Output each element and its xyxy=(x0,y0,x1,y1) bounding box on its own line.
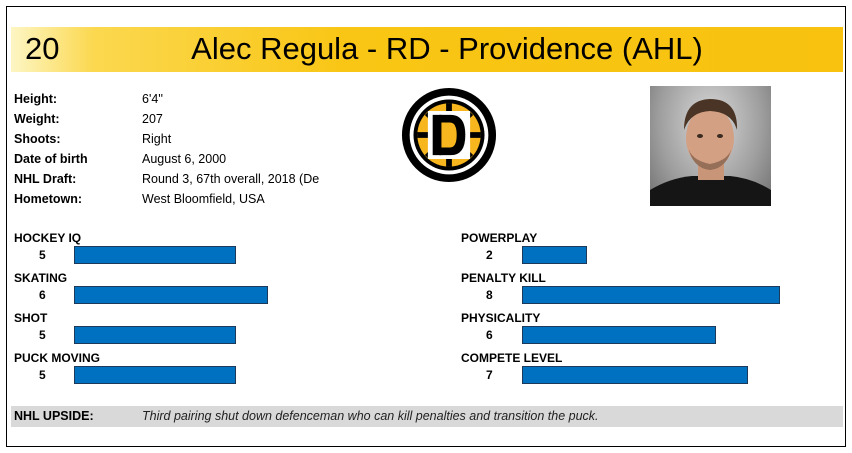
skill-name: SKATING xyxy=(14,271,68,285)
bio-row-height: Height: 6'4'' xyxy=(14,89,342,109)
skill-bar xyxy=(522,366,748,384)
skill-hockey-iq: HOCKEY IQ 5 xyxy=(14,230,294,266)
bio-row-draft: NHL Draft: Round 3, 67th overall, 2018 (D… xyxy=(14,169,342,189)
skill-bar xyxy=(74,246,236,264)
skill-compete-level: COMPETE LEVEL 7 xyxy=(461,350,841,386)
bio-row-birth: Date of birth August 6, 2000 xyxy=(14,149,342,169)
bio-value: 207 xyxy=(142,112,163,126)
skill-score: 8 xyxy=(486,288,493,302)
skill-bar xyxy=(74,286,268,304)
bio-value: August 6, 2000 xyxy=(142,152,227,166)
nhl-upside-row: NHL UPSIDE: Third pairing shut down defe… xyxy=(11,406,843,427)
skill-score: 7 xyxy=(486,368,493,382)
team-logo-icon xyxy=(401,87,497,183)
skill-score: 6 xyxy=(486,328,493,342)
bio-label: NHL Draft: xyxy=(14,172,77,186)
skill-puck-moving: PUCK MOVING 5 xyxy=(14,350,294,386)
title-banner: 20 Alec Regula - RD - Providence (AHL) xyxy=(11,27,843,72)
skill-bar xyxy=(74,326,236,344)
jersey-number: 20 xyxy=(25,31,60,66)
skill-name: PENALTY KILL xyxy=(461,271,546,285)
skill-physicality: PHYSICALITY 6 xyxy=(461,310,841,346)
skill-bar xyxy=(74,366,236,384)
bio-value: Round 3, 67th overall, 2018 (De xyxy=(142,172,320,186)
bio-value: West Bloomfield, USA xyxy=(142,192,265,206)
upside-label: NHL UPSIDE: xyxy=(14,409,94,423)
skill-bar xyxy=(522,326,716,344)
bio-table: Height: 6'4'' Weight: 207 Shoots: Right Dat… xyxy=(14,89,342,209)
bio-row-weight: Weight: 207 xyxy=(14,109,342,129)
upside-text: Third pairing shut down defenceman who c… xyxy=(142,409,599,423)
skill-score: 6 xyxy=(39,288,46,302)
skill-powerplay: POWERPLAY 2 xyxy=(461,230,841,266)
skill-score: 2 xyxy=(486,248,493,262)
skill-name: PHYSICALITY xyxy=(461,311,541,325)
skill-name: HOCKEY IQ xyxy=(14,231,82,245)
skill-shot: SHOT 5 xyxy=(14,310,294,346)
skill-bar xyxy=(522,286,780,304)
player-photo xyxy=(650,86,771,206)
bio-row-shoots: Shoots: Right xyxy=(14,129,342,149)
bio-value: 6'4'' xyxy=(142,92,164,106)
skill-name: COMPETE LEVEL xyxy=(461,351,563,365)
skill-score: 5 xyxy=(39,368,46,382)
skill-penalty-kill: PENALTY KILL 8 xyxy=(461,270,841,306)
bio-value: Right xyxy=(142,132,172,146)
bio-label: Hometown: xyxy=(14,192,83,206)
skill-name: POWERPLAY xyxy=(461,231,538,245)
skill-name: SHOT xyxy=(14,311,48,325)
player-title: Alec Regula - RD - Providence (AHL) xyxy=(191,31,703,66)
skill-score: 5 xyxy=(39,248,46,262)
player-headshot-icon xyxy=(650,99,771,206)
skill-bar xyxy=(522,246,587,264)
skill-score: 5 xyxy=(39,328,46,342)
player-card: 20 Alec Regula - RD - Providence (AHL) H… xyxy=(6,6,846,447)
bio-label: Weight: xyxy=(14,112,60,126)
bio-label: Date of birth xyxy=(14,152,88,166)
bio-label: Shoots: xyxy=(14,132,61,146)
bio-row-hometown: Hometown: West Bloomfield, USA xyxy=(14,189,342,209)
skill-skating: SKATING 6 xyxy=(14,270,294,306)
skill-name: PUCK MOVING xyxy=(14,351,101,365)
bio-label: Height: xyxy=(14,92,58,106)
